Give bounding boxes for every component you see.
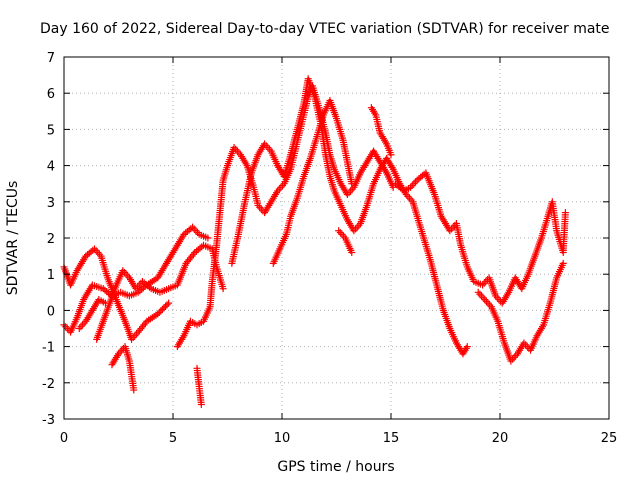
- x-tick-label: 20: [492, 431, 509, 446]
- y-tick-label: 5: [47, 123, 55, 138]
- data-point-marker: [165, 299, 173, 307]
- grid-layer: [64, 57, 609, 419]
- data-point-marker: [336, 229, 344, 237]
- series-7: [193, 364, 205, 409]
- data-point-marker: [219, 285, 227, 293]
- axis-layer: 0 5 10 15 20 25 -3 -2 -1 0 1 2 3 4 5 6 7: [42, 51, 617, 446]
- data-point-marker: [481, 296, 489, 304]
- data-point-marker: [160, 304, 168, 312]
- data-point-marker: [77, 323, 85, 331]
- x-tick-label: 15: [383, 431, 400, 446]
- x-tick-label: 10: [274, 431, 291, 446]
- data-point-marker: [474, 288, 482, 296]
- data-point-marker: [92, 247, 100, 255]
- data-point-marker: [482, 297, 490, 305]
- y-tick-label: 1: [47, 268, 55, 283]
- series-1: [60, 245, 173, 343]
- y-tick-label: -1: [42, 341, 55, 356]
- data-point-marker: [101, 299, 109, 307]
- data-point-marker: [264, 144, 272, 151]
- x-tick-label: 25: [601, 431, 618, 446]
- data-point-marker: [155, 308, 163, 316]
- y-tick-label: 0: [47, 304, 55, 319]
- y-tick-label: 3: [47, 196, 55, 211]
- data-point-marker: [347, 187, 355, 195]
- data-point-marker: [158, 305, 166, 313]
- data-point-marker: [561, 209, 569, 217]
- data-point-marker: [348, 248, 356, 256]
- data-point-marker: [162, 302, 170, 310]
- data-point-marker: [190, 225, 198, 233]
- series-9: [269, 96, 356, 267]
- series-3: [93, 241, 227, 343]
- data-point-marker: [463, 343, 471, 351]
- series-12: [391, 169, 569, 307]
- data-point-marker: [157, 307, 165, 315]
- series-11: [367, 104, 395, 159]
- data-point-marker: [122, 270, 130, 278]
- data-point-marker: [387, 151, 395, 159]
- y-tick-label: 6: [47, 87, 55, 102]
- y-axis-label: SDTVAR / TECUs: [5, 181, 21, 296]
- data-point-marker: [480, 279, 488, 287]
- data-point-marker: [163, 301, 171, 309]
- series-2: [60, 223, 212, 336]
- series-5: [75, 296, 109, 332]
- data-point-marker: [130, 386, 138, 394]
- data-point-marker: [338, 230, 346, 238]
- series-8: [228, 75, 471, 358]
- y-tick-label: 4: [47, 160, 55, 175]
- data-point-marker: [559, 259, 567, 267]
- data-point-marker: [197, 401, 205, 409]
- y-tick-label: -3: [42, 413, 55, 428]
- x-tick-label: 5: [169, 431, 177, 446]
- data-point-marker: [154, 310, 162, 318]
- data-point-marker: [277, 183, 285, 191]
- data-point-marker: [412, 178, 420, 186]
- data-layer: [60, 75, 569, 409]
- data-point-marker: [62, 323, 70, 331]
- x-axis-label: GPS time / hours: [277, 459, 394, 475]
- y-tick-label: 7: [47, 51, 55, 66]
- chart-title: Day 160 of 2022, Sidereal Day-to-day VTE…: [40, 21, 610, 37]
- data-point-marker: [484, 299, 492, 307]
- y-tick-label: 2: [47, 232, 55, 247]
- data-point-marker: [79, 321, 87, 329]
- data-point-marker: [132, 330, 140, 338]
- series-4: [108, 343, 138, 394]
- series-10: [335, 227, 356, 256]
- data-point-marker: [353, 223, 361, 231]
- data-point-marker: [410, 180, 418, 188]
- y-tick-label: -2: [42, 377, 55, 392]
- data-point-marker: [479, 294, 487, 302]
- data-point-marker: [406, 194, 414, 202]
- series-13: [474, 259, 567, 365]
- data-point-marker: [204, 234, 212, 242]
- data-point-marker: [477, 292, 485, 300]
- data-point-marker: [476, 290, 484, 298]
- x-tick-label: 0: [60, 431, 68, 446]
- data-point-marker: [389, 183, 397, 191]
- data-point-marker: [348, 180, 356, 188]
- data-point-marker: [335, 227, 343, 235]
